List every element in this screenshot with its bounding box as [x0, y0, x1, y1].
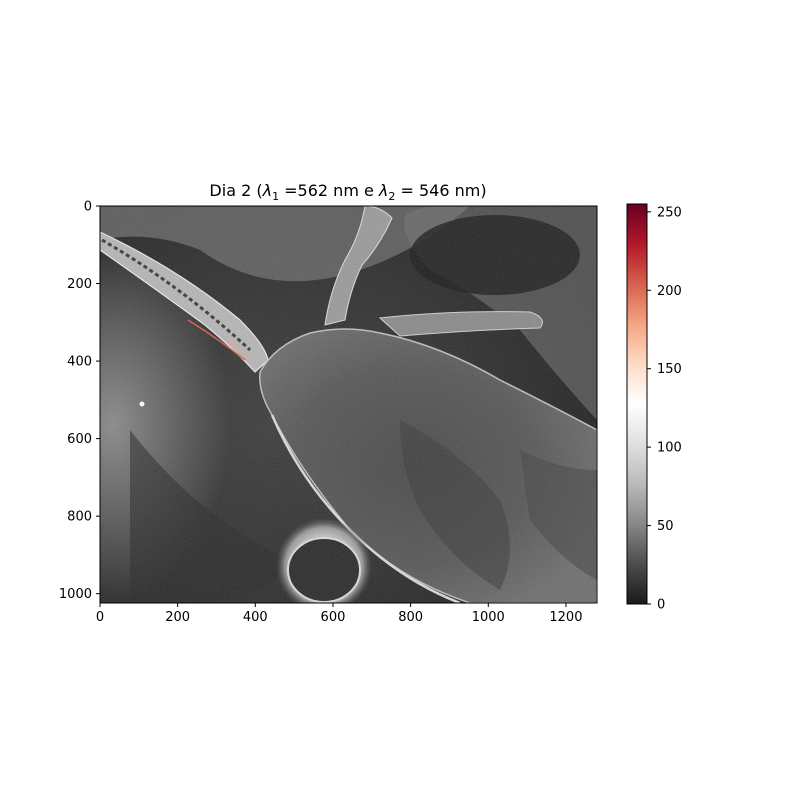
x-tick-label: 800	[398, 610, 423, 625]
y-tick-label: 0	[84, 200, 92, 215]
y-tick-label: 800	[67, 510, 92, 525]
y-tick-label: 400	[67, 355, 92, 370]
x-axis: 0 200 400 600 800 1000 1200	[96, 603, 582, 625]
x-tick-label: 600	[321, 610, 346, 625]
image-noise	[100, 206, 597, 603]
y-tick-label: 200	[67, 277, 92, 292]
colorbar-frame	[626, 203, 648, 605]
colorbar-tick-label: 50	[657, 519, 674, 534]
y-tick-label: 600	[67, 432, 92, 447]
colorbar-tick-label: 100	[657, 441, 682, 456]
x-tick-label: 200	[165, 610, 190, 625]
colorbar-tick-label: 0	[657, 598, 665, 613]
colorbar-tick-label: 150	[657, 362, 682, 377]
y-axis: 0 200 400 600 800 1000	[59, 200, 100, 602]
colorbar-tick-label: 200	[657, 284, 682, 299]
plot-frame	[99, 205, 598, 604]
x-tick-label: 1000	[472, 610, 505, 625]
chart-title: Dia 2 (λ1 =562 nm e λ2 = 546 nm)	[209, 181, 486, 203]
y-tick-label: 1000	[59, 587, 92, 602]
colorbar-gradient	[627, 204, 647, 604]
heatmap-image	[100, 206, 597, 603]
x-tick-label: 400	[243, 610, 268, 625]
x-tick-label: 1200	[549, 610, 582, 625]
colorbar-axis: 0 50 100 150 200 250	[647, 205, 682, 613]
colorbar-tick-label: 250	[657, 205, 682, 220]
x-tick-label: 0	[96, 610, 104, 625]
